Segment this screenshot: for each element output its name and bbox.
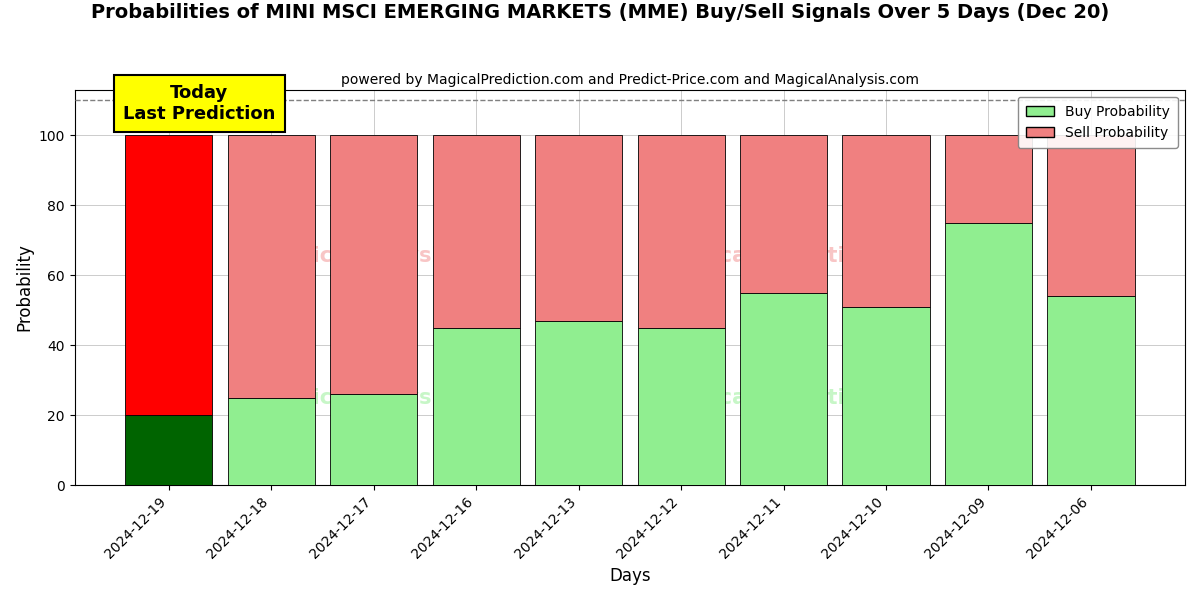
Bar [228,135,314,398]
Text: MagicalAnalysis.com: MagicalAnalysis.com [263,388,508,408]
Y-axis label: Probability: Probability [16,244,34,331]
Bar [637,135,725,328]
Bar [432,328,520,485]
Bar [944,223,1032,485]
Bar [637,328,725,485]
Text: Probabilities of MINI MSCI EMERGING MARKETS (MME) Buy/Sell Signals Over 5 Days (: Probabilities of MINI MSCI EMERGING MARK… [91,3,1109,22]
Bar [740,135,827,293]
Bar [535,135,622,320]
Bar [842,135,930,307]
Title: powered by MagicalPrediction.com and Predict-Price.com and MagicalAnalysis.com: powered by MagicalPrediction.com and Pre… [341,73,919,87]
Bar [1048,135,1134,296]
Bar [228,398,314,485]
Text: MagicalAnalysis.com: MagicalAnalysis.com [263,246,508,266]
Bar [842,307,930,485]
Bar [740,293,827,485]
Text: MagicalPrediction.com: MagicalPrediction.com [662,388,930,408]
Bar [535,320,622,485]
Bar [432,135,520,328]
Bar [1048,296,1134,485]
Legend: Buy Probability, Sell Probability: Buy Probability, Sell Probability [1018,97,1178,148]
X-axis label: Days: Days [610,567,650,585]
Bar [944,135,1032,223]
Bar [125,415,212,485]
Bar [330,135,418,394]
Text: MagicalPrediction.com: MagicalPrediction.com [662,246,930,266]
Bar [125,135,212,415]
Bar [330,394,418,485]
Text: Today
Last Prediction: Today Last Prediction [124,84,276,123]
